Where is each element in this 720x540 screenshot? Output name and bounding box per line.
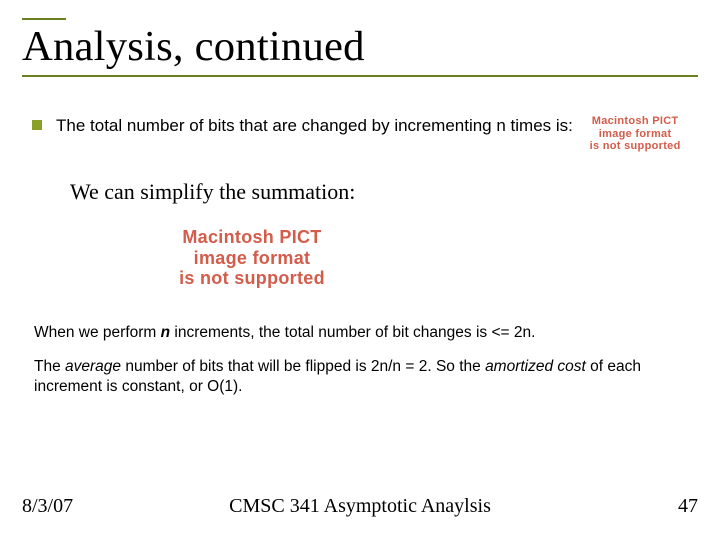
simplify-text: We can simplify the summation: xyxy=(70,179,688,205)
p2-em1: average xyxy=(65,358,121,375)
bottom-paragraphs: When we perform n increments, the total … xyxy=(32,323,688,397)
pict-line3: is not supported xyxy=(590,140,681,152)
slide-body: The total number of bits that are change… xyxy=(22,79,698,397)
pict-line2: image format xyxy=(599,128,672,140)
p2-mid: number of bits that will be flipped is 2… xyxy=(121,358,485,375)
pict-block-line3: is not supported xyxy=(179,268,325,288)
bullet-square-icon xyxy=(32,120,42,130)
p1-post: increments, the total number of bit chan… xyxy=(170,324,535,341)
slide-footer: 8/3/07 CMSC 341 Asymptotic Anaylsis 47 xyxy=(22,495,698,518)
paragraph-2: The average number of bits that will be … xyxy=(34,357,686,397)
bullet-text: The total number of bits that are change… xyxy=(56,115,681,153)
slide: Analysis, continued The total number of … xyxy=(0,0,720,540)
bullet-item: The total number of bits that are change… xyxy=(32,115,688,153)
pict-line1: Macintosh PICT xyxy=(592,115,679,127)
pict-placeholder-inline: Macintosh PICT image format is not suppo… xyxy=(590,115,681,153)
p2-em2: amortized cost xyxy=(485,358,586,375)
bullet-text-content: The total number of bits that are change… xyxy=(56,116,573,135)
paragraph-1: When we perform n increments, the total … xyxy=(34,323,686,343)
title-underline-wrap: Analysis, continued xyxy=(22,22,698,77)
p2-pre: The xyxy=(34,358,65,375)
pict-block-line1: Macintosh PICT xyxy=(182,227,321,247)
pict-block-line2: image format xyxy=(194,248,311,268)
pict-placeholder-block: Macintosh PICT image format is not suppo… xyxy=(122,227,382,289)
title-overline xyxy=(22,18,66,20)
slide-title: Analysis, continued xyxy=(22,22,698,71)
footer-date: 8/3/07 xyxy=(22,495,73,518)
p1-pre: When we perform xyxy=(34,324,161,341)
footer-center: CMSC 341 Asymptotic Anaylsis xyxy=(229,495,491,518)
p1-em: n xyxy=(161,324,170,341)
footer-page-number: 47 xyxy=(678,495,698,518)
